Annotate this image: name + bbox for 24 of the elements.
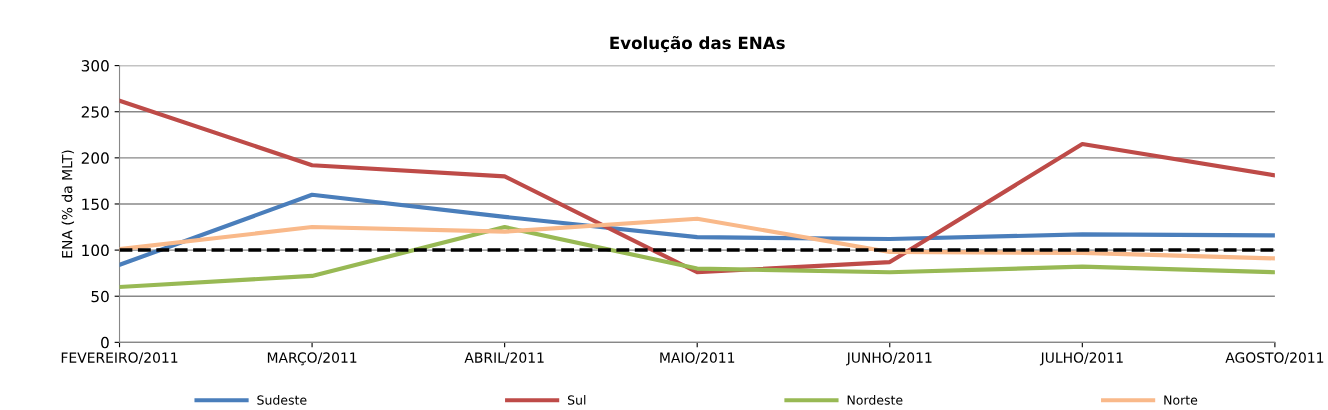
- x-tick-label: ABRIL/2011: [464, 352, 544, 364]
- y-tick-label: 100: [82, 244, 109, 257]
- x-tick-label: JUNHO/2011: [846, 352, 932, 366]
- line-series: [119, 98, 1275, 275]
- x-tick-label: FEVEREIRO/2011: [61, 352, 178, 364]
- x-tick-label: AGOSTO/2011: [1225, 352, 1324, 364]
- y-tick-label: 150: [82, 198, 109, 210]
- y-tick-label: 0: [101, 336, 109, 349]
- line-series: [119, 224, 1275, 290]
- line-series: [119, 192, 1275, 267]
- y-tick-label: 50: [91, 290, 109, 303]
- y-tick-label: 200: [81, 152, 109, 164]
- x-tick-label: MARÇO/2011: [267, 352, 357, 366]
- y-axis-title: ENA (% da MLT): [61, 150, 75, 258]
- y-tick-label: 300: [81, 60, 109, 72]
- legend-label: Nordeste: [847, 395, 903, 405]
- line-series: [119, 216, 1275, 261]
- legend-label: Norte: [1164, 395, 1198, 405]
- y-tick-label: 250: [81, 106, 109, 118]
- x-tick-label: MAIO/2011: [660, 352, 735, 364]
- legend-label: Sul: [567, 395, 586, 405]
- chart-title: Evolução das ENAs: [610, 35, 785, 53]
- legend-label: Sudeste: [257, 395, 307, 405]
- x-tick-label: JULHO/2011: [1039, 352, 1123, 366]
